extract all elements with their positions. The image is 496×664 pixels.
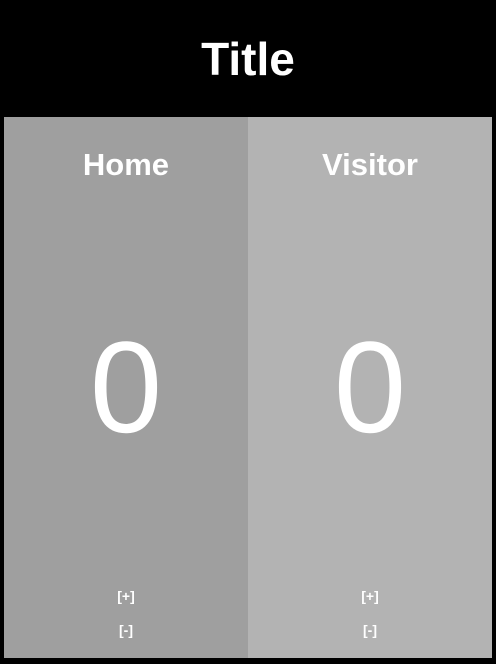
visitor-team-name: Visitor	[322, 147, 418, 182]
visitor-decrement-button[interactable]: [-]	[363, 622, 377, 638]
visitor-score: 0	[333, 314, 407, 460]
home-team-name: Home	[82, 147, 170, 182]
visitor-panel: Visitor 0 [+] [-]	[248, 117, 492, 658]
scoreboard: Home 0 [+] [-] Visitor 0 [+] [-]	[4, 117, 492, 658]
header-bar: Title	[0, 0, 496, 117]
page-title: Title	[201, 32, 295, 85]
home-score: 0	[89, 314, 163, 460]
home-decrement-button[interactable]: [-]	[119, 622, 133, 638]
home-panel: Home 0 [+] [-]	[4, 117, 248, 658]
visitor-increment-button[interactable]: [+]	[361, 588, 379, 604]
home-increment-button[interactable]: [+]	[117, 588, 135, 604]
